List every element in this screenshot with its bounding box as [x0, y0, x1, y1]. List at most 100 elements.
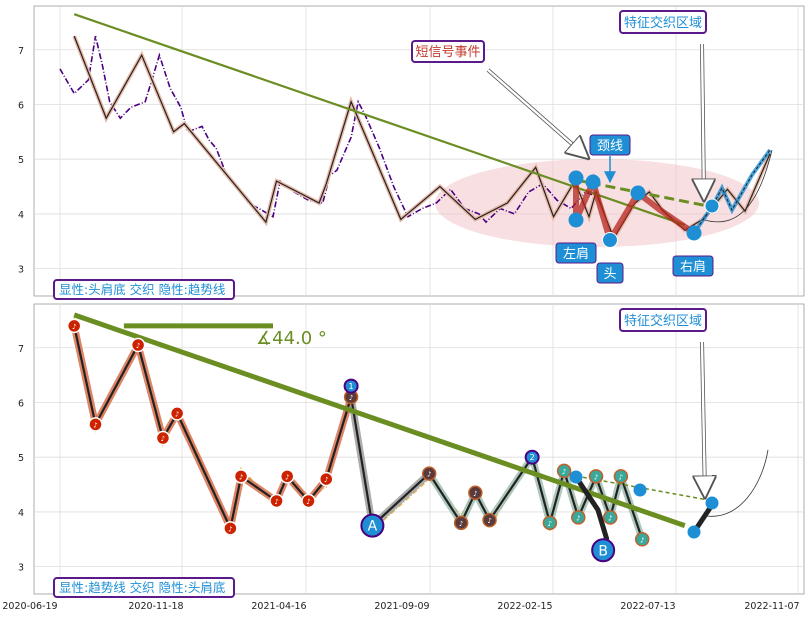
swing-marker — [468, 485, 483, 501]
y-tick-label: 3 — [18, 265, 24, 276]
neck-point-2 — [630, 185, 646, 201]
y-tick-label: 5 — [18, 155, 24, 166]
swing-marker — [542, 515, 558, 531]
swing-marker-glyph: ♪ — [640, 536, 644, 544]
swing-marker — [421, 466, 437, 481]
bottom-overlay — [569, 341, 769, 541]
swing-marker — [319, 471, 334, 487]
x-tick-label: 2022-02-15 — [497, 601, 552, 612]
swing-marker-glyph: ♪ — [136, 342, 140, 350]
swing-marker — [634, 532, 650, 547]
swing-marker-glyph: ♪ — [228, 525, 232, 533]
axes-text: 3 4 5 6 7 3 4 5 6 7 2020-06-19 2020-11-18 2021-04-16… — [2, 46, 799, 612]
pattern-marker-label: 1 — [349, 382, 354, 391]
pattern-marker — [360, 513, 385, 538]
swing-marker — [269, 493, 284, 509]
swing-marker — [279, 469, 295, 484]
y-tick-label: 6 — [18, 100, 24, 111]
projection-curve — [704, 149, 773, 223]
x-tick-label: 2021-09-09 — [374, 601, 429, 612]
event-label: 短信号事件 — [415, 45, 480, 60]
bottom-point-1 — [569, 470, 583, 484]
swing-marker — [556, 463, 572, 479]
swing-marker — [482, 512, 497, 528]
bottom-labels: 特征交织区域 ∡44.0 ° 显性:趋势线 交织 隐性:头肩底 — [53, 308, 707, 598]
swing-marker-glyph: ♪ — [427, 471, 431, 479]
swing-marker-glyph: ♪ — [93, 421, 97, 429]
pattern-marker — [524, 449, 540, 465]
event-label-box — [411, 40, 485, 63]
swing-marker — [66, 318, 82, 334]
right-shoulder-label: 右肩 — [680, 259, 706, 275]
swing-marker-glyph: ♪ — [562, 468, 566, 476]
pattern-marker-label: 2 — [530, 453, 535, 462]
y-tick-label: 6 — [18, 398, 24, 409]
left-shoulder-label-box — [555, 242, 597, 264]
head-point — [602, 232, 618, 248]
swing-marker — [88, 417, 103, 432]
pattern-marker — [591, 538, 616, 563]
swing-marker-glyph: ♪ — [608, 514, 612, 522]
top-pattern-overlay — [486, 43, 773, 248]
bottom-grid — [34, 304, 804, 594]
trend-line — [73, 13, 686, 226]
x-tick-label: 2020-06-19 — [2, 601, 57, 612]
swing-marker-glyph: ♪ — [473, 490, 477, 498]
swing-marker — [169, 406, 185, 421]
x-tick-label: 2022-11-07 — [744, 601, 799, 612]
x-tick-label: 2020-11-18 — [128, 601, 183, 612]
bottom-point-4 — [705, 496, 719, 510]
neckline-label: 颈线 — [597, 139, 623, 154]
swing-marker-glyph: ♪ — [349, 394, 353, 402]
swing-marker-glyph: ♪ — [594, 473, 598, 481]
y-tick-label: 4 — [18, 210, 24, 221]
x-tick-label: 2021-04-16 — [251, 601, 306, 612]
y-tick-label: 7 — [18, 46, 24, 57]
swing-marker-glyph: ♪ — [576, 514, 580, 522]
top-labels: 短信号事件 特征交织区域 颈线 左肩 头 右肩 显性:头肩底 交织 隐性:趋势线 — [53, 10, 714, 300]
swing-marker — [233, 469, 249, 484]
head-label-box — [596, 262, 624, 284]
bottom-b-segment — [573, 475, 610, 541]
swing-marker-glyph: ♪ — [548, 520, 552, 528]
bottom-caption-box — [53, 577, 235, 598]
x-tick-label: 2022-07-13 — [620, 601, 675, 612]
top-caption: 显性:头肩底 交织 隐性:趋势线 — [59, 282, 226, 297]
y-tick-label: 4 — [18, 508, 24, 519]
swing-marker-glyph: ♪ — [175, 410, 179, 418]
region-arrow-bottom — [702, 341, 705, 497]
region-label-bottom: 特征交织区域 — [624, 313, 702, 329]
event-arrow — [487, 69, 588, 158]
bottom-point-3 — [687, 525, 701, 539]
bottom-projection-curve — [705, 449, 769, 517]
region-label-box-bottom — [619, 308, 707, 332]
right-shoulder-label-box — [672, 255, 714, 277]
swing-marker-glyph: ♪ — [487, 517, 491, 525]
swing-marker — [613, 469, 629, 484]
swing-marker-glyph: ♪ — [619, 473, 623, 481]
right-shoulder-point — [686, 225, 702, 241]
swing-marker — [588, 469, 604, 484]
breakout-point — [704, 198, 720, 214]
swing-marker-glyph: ♪ — [239, 473, 243, 481]
swing-marker-glyph: ♪ — [161, 435, 165, 443]
region-arrow-top — [702, 43, 704, 200]
pattern-marker — [343, 378, 359, 394]
swing-marker — [571, 510, 586, 525]
swing-marker-glyph: ♪ — [324, 476, 328, 484]
y-tick-label: 7 — [18, 344, 24, 355]
angle-label: ∡44.0 ° — [256, 328, 327, 349]
neck-point-1 — [585, 174, 601, 190]
region-label-top: 特征交织区域 — [624, 15, 702, 31]
head-label: 头 — [603, 267, 616, 282]
left-shoulder-top-point — [568, 170, 584, 186]
swing-marker — [130, 337, 146, 353]
swing-marker-glyph: ♪ — [72, 323, 76, 331]
left-shoulder-point — [568, 212, 584, 228]
swing-marker — [223, 521, 238, 536]
left-shoulder-label: 左肩 — [563, 246, 589, 262]
neckline-label-box — [589, 134, 631, 156]
region-label-box-top — [619, 10, 707, 34]
